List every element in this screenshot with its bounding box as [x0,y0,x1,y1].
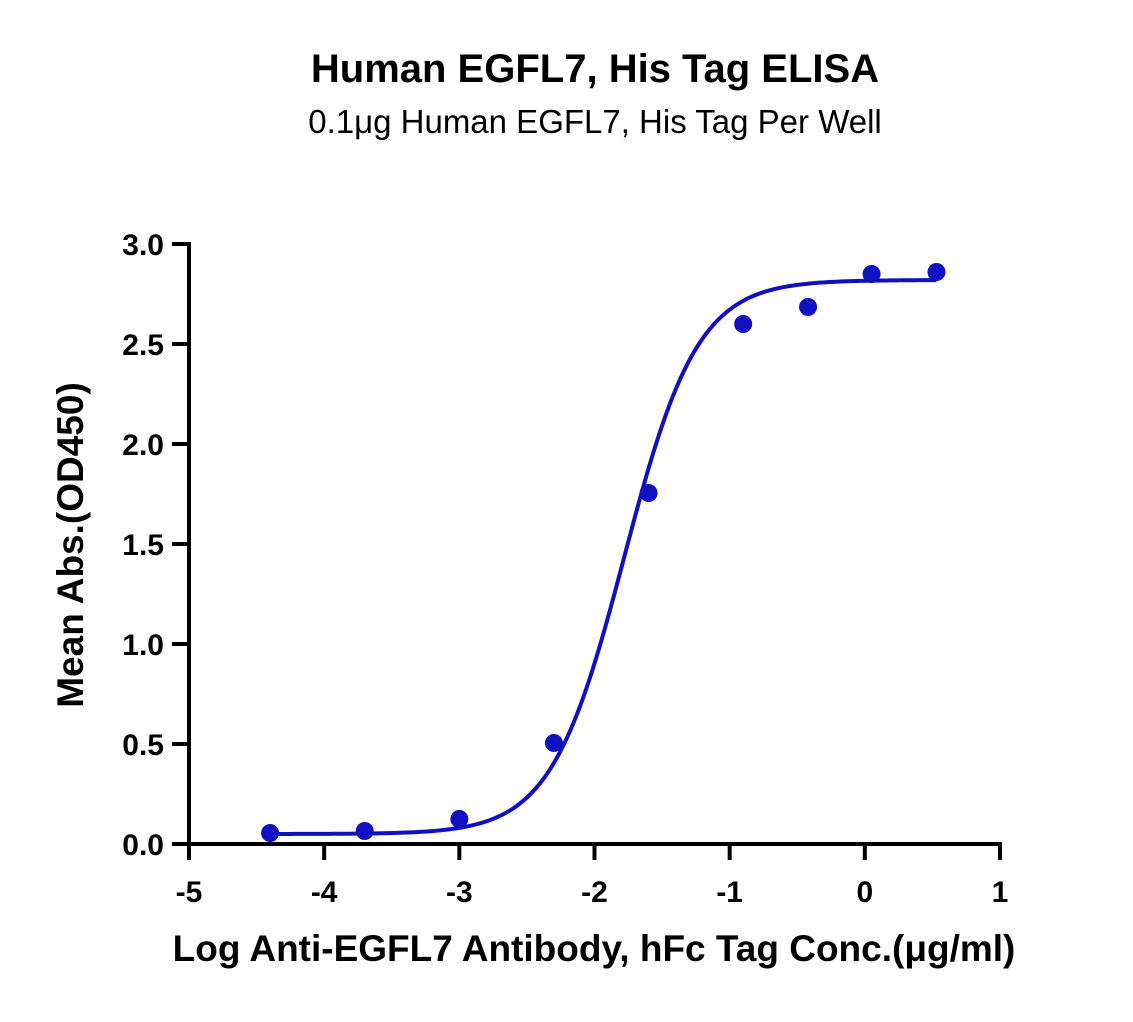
fit-curve-layer [270,278,937,836]
data-point [734,315,753,333]
x-tick-label: -1 [716,876,743,909]
chart-title: Human EGFL7, His Tag ELISA [311,47,879,91]
x-tick-label: -2 [581,876,608,909]
data-point [355,822,374,840]
data-point [544,734,563,752]
y-axis: 0.0 0.5 1.0 1.5 2.0 2.5 3.0 [122,229,191,862]
data-point [450,810,469,828]
data-point [639,484,658,502]
fit-curve [270,278,937,836]
x-tick-label: 0 [856,876,873,909]
x-axis: -5 -4 -3 -2 -1 0 1 [176,842,1009,909]
y-tick-label: 0.0 [122,829,164,862]
x-axis-title: Log Anti-EGFL7 Antibody, hFc Tag Conc.(μ… [173,928,1016,969]
data-points-layer [261,263,946,842]
data-point [799,298,818,316]
x-tick-label: -3 [446,876,473,909]
y-tick-label: 2.5 [122,329,164,362]
x-tick-label: -4 [311,876,338,909]
data-point [261,824,280,842]
y-axis-title: Mean Abs.(OD450) [50,382,91,708]
y-tick-label: 3.0 [122,229,164,262]
y-tick-label: 1.0 [122,629,164,662]
chart-subtitle: 0.1μg Human EGFL7, His Tag Per Well [308,103,882,140]
data-point [927,263,946,281]
y-tick-label: 1.5 [122,529,164,562]
y-tick-label: 2.0 [122,429,164,462]
x-tick-label: -5 [176,876,203,909]
x-tick-label: 1 [992,876,1009,909]
y-tick-label: 0.5 [122,729,164,762]
data-point [862,265,881,283]
